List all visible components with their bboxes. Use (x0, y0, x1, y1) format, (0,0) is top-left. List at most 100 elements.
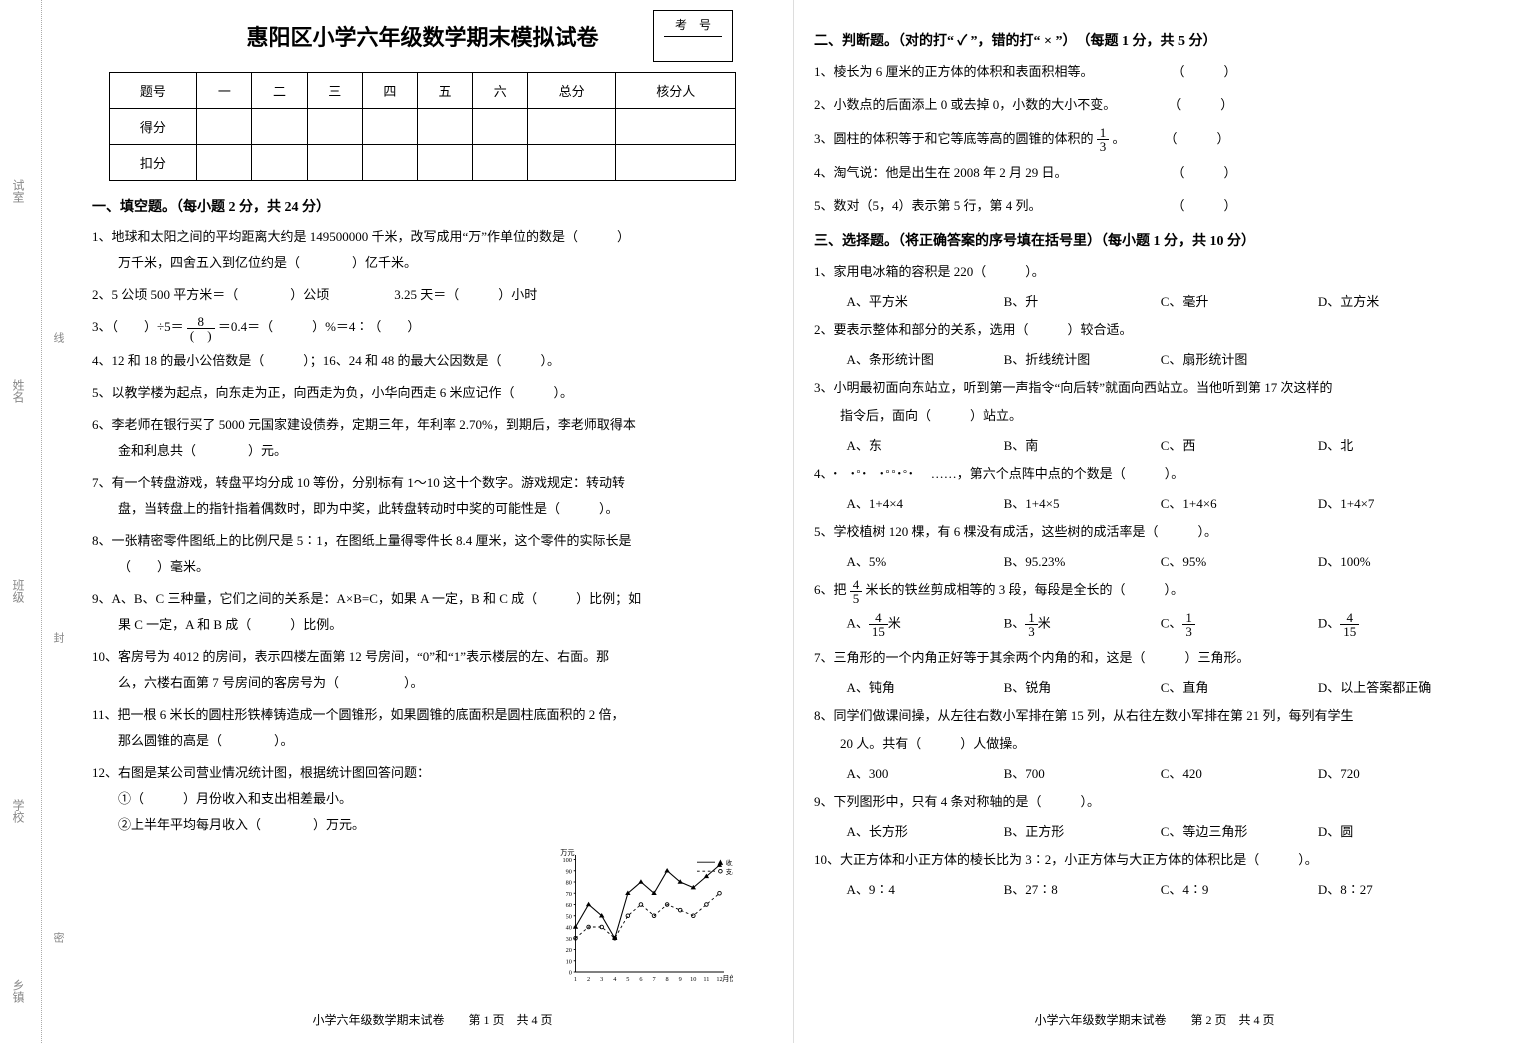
fold-label: 封 (50, 632, 66, 643)
opt: B、1+4×5 (1004, 493, 1161, 512)
svg-text:1: 1 (574, 976, 577, 983)
opt: B、折线统计图 (1004, 349, 1161, 368)
page-1: 考 号 惠阳区小学六年级数学期末模拟试卷 题号 一 二 三 四 五 六 总分 核… (72, 0, 794, 1043)
binding-margin: 乡镇 学校 班级 姓名 试室 (0, 0, 42, 1043)
fraction-icon: 8( ) (187, 315, 215, 342)
q-text: 3、（ ）÷5＝ (92, 319, 184, 334)
table-row: 得分 (109, 109, 736, 145)
opt: D、1+4×7 (1318, 493, 1475, 512)
svg-text:8: 8 (666, 976, 669, 983)
score-h: 核分人 (616, 73, 736, 109)
opt: D、100% (1318, 551, 1475, 570)
svg-text:11: 11 (703, 976, 709, 983)
q5: 5、以教学楼为起点，向东走为正，向西走为负，小华向西走 6 米应记作（ ）。 (92, 380, 753, 406)
q-text: （ ）毫米。 (118, 554, 753, 580)
opt: D、北 (1318, 435, 1475, 454)
binding-label: 学校 (10, 799, 27, 823)
q1: 1、地球和太阳之间的平均距离大约是 149500000 千米，改写成用“万”作单… (92, 224, 753, 276)
q-text: 1、地球和太阳之间的平均距离大约是 149500000 千米，改写成用“万”作单… (92, 229, 630, 244)
page-footer-1: 小学六年级数学期末试卷 第 1 页 共 4 页 (72, 1011, 793, 1028)
q-text: 10、客房号为 4012 的房间，表示四楼左面第 12 号房间，“0”和“1”表… (92, 649, 609, 664)
opt: A、平方米 (847, 291, 1004, 310)
opt: C、扇形统计图 (1161, 349, 1318, 368)
opt: C、4∶9 (1161, 879, 1318, 898)
dot-pattern-icon: • •°• •°°•°• (834, 464, 915, 485)
q7: 7、有一个转盘游戏，转盘平均分成 10 等份，分别标有 1～10 这十个数字。游… (92, 470, 753, 522)
opt: C、等边三角形 (1161, 821, 1318, 840)
svg-text:6: 6 (639, 976, 642, 983)
q9: 9、A、B、C 三种量，它们之间的关系是：A×B=C，如果 A 一定，B 和 C… (92, 586, 753, 638)
expense-series (576, 893, 720, 938)
q-text: 那么圆锥的高是（ ）。 (118, 728, 753, 754)
svg-text:5: 5 (626, 976, 629, 983)
opt: D、415 (1318, 611, 1475, 638)
q-text: 果 C 一定，A 和 B 成（ ）比例。 (118, 612, 753, 638)
svg-text:100: 100 (562, 857, 571, 864)
q-text: 米长的铁丝剪成相等的 3 段，每段是全长的（ ）。 (866, 582, 1185, 597)
q-text: ①（ ）月份收入和支出相差最小。 (118, 786, 753, 812)
opt: C、西 (1161, 435, 1318, 454)
score-r: 得分 (109, 109, 197, 145)
opt: A、条形统计图 (847, 349, 1004, 368)
fold-margin: 密 封 线 (42, 0, 72, 1043)
svg-text:2: 2 (587, 976, 590, 983)
opt: C、95% (1161, 551, 1318, 570)
opt: A、东 (847, 435, 1004, 454)
opt: A、415米 (847, 611, 1004, 638)
table-row: 扣分 (109, 145, 736, 181)
binding-label: 班级 (10, 579, 27, 603)
score-h: 总分 (528, 73, 616, 109)
svg-text:7: 7 (652, 976, 655, 983)
score-r: 扣分 (109, 145, 197, 181)
section-1-head: 一、填空题。（每小题 2 分，共 24 分） (92, 196, 753, 216)
page-2: 二、判断题。（对的打“ ✓ ”，错的打“ × ”） （每题 1 分，共 5 分）… (794, 0, 1515, 1043)
svg-text:10: 10 (566, 958, 572, 965)
q-text: ……，第六个点阵中点的个数是（ ）。 (931, 466, 1185, 481)
q10: 10、客房号为 4012 的房间，表示四楼左面第 12 号房间，“0”和“1”表… (92, 644, 753, 696)
s3q4-opts: A、1+4×4 B、1+4×5 C、1+4×6 D、1+4×7 (847, 493, 1476, 512)
opt: D、8∶27 (1318, 879, 1475, 898)
s2q4: 4、淘气说：他是出生在 2008 年 2 月 29 日。 （ ） (814, 159, 1475, 186)
svg-text:10: 10 (690, 976, 696, 983)
fold-label: 密 (50, 932, 66, 943)
svg-text:20: 20 (566, 947, 572, 954)
opt: B、正方形 (1004, 821, 1161, 840)
s3q3-opts: A、东 B、南 C、西 D、北 (847, 435, 1476, 454)
opt: B、13米 (1004, 611, 1161, 638)
opt: A、300 (847, 763, 1004, 782)
section-3-head: 三、选择题。（将正确答案的序号填在括号里）（每小题 1 分，共 10 分） (814, 230, 1475, 250)
opt: B、700 (1004, 763, 1161, 782)
binding-label: 姓名 (10, 379, 27, 403)
q6: 6、李老师在银行买了 5000 元国家建设债券，定期三年，年利率 2.70%，到… (92, 412, 753, 464)
q-text: 7、有一个转盘游戏，转盘平均分成 10 等份，分别标有 1～10 这十个数字。游… (92, 475, 625, 490)
legend-income: 收入 (726, 858, 733, 867)
score-h: 四 (362, 73, 417, 109)
q4: 4、12 和 18 的最小公倍数是（ ）；16、24 和 48 的最大公因数是（… (92, 348, 753, 374)
page-footer-2: 小学六年级数学期末试卷 第 2 页 共 4 页 (794, 1011, 1515, 1028)
opt: C、13 (1161, 611, 1318, 638)
s2q5: 5、数对（5，4）表示第 5 行，第 4 列。 （ ） (814, 192, 1475, 219)
score-h: 六 (473, 73, 528, 109)
svg-text:40: 40 (566, 925, 572, 932)
svg-text:60: 60 (566, 902, 572, 909)
svg-text:0: 0 (569, 970, 572, 977)
exam-number-box: 考 号 (653, 10, 733, 62)
opt: B、27∶8 (1004, 879, 1161, 898)
q3: 3、（ ）÷5＝ 8( ) ＝0.4＝（ ）%＝4∶（ ） (92, 314, 753, 342)
s3q10: 10、大正方体和小正方体的棱长比为 3∶2，小正方体与大正方体的体积比是（ ）。 (814, 846, 1475, 873)
s3q5-opts: A、5% B、95.23% C、95% D、100% (847, 551, 1476, 570)
income-series (576, 865, 720, 938)
q-text: 。 （ ） (1113, 131, 1230, 146)
q11: 11、把一根 6 米长的圆柱形铁棒铸造成一个圆锥形，如果圆锥的底面积是圆柱底面积… (92, 702, 753, 754)
q-text: 12、右图是某公司营业情况统计图，根据统计图回答问题： (92, 765, 430, 780)
score-h: 三 (307, 73, 362, 109)
opt: A、钝角 (847, 677, 1004, 696)
q-text: 6、把 (814, 582, 847, 597)
opt: D、以上答案都正确 (1318, 677, 1475, 696)
fraction-icon: 13 (1097, 126, 1110, 153)
q-text: 金和利息共（ ）元。 (118, 438, 753, 464)
s3q8-opts: A、300 B、700 C、420 D、720 (847, 763, 1476, 782)
opt: C、直角 (1161, 677, 1318, 696)
chart-svg: 万元 0102030405060708090100 12345678910111… (553, 843, 733, 993)
s3q6-opts: A、415米 B、13米 C、13 D、415 (847, 611, 1476, 638)
